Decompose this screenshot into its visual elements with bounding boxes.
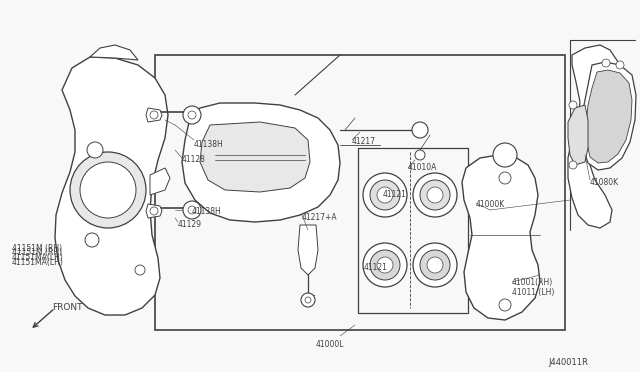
Circle shape <box>602 59 610 67</box>
Polygon shape <box>55 57 168 315</box>
Text: 41001(RH): 41001(RH) <box>512 278 553 287</box>
Text: 41011 (LH): 41011 (LH) <box>512 288 554 297</box>
Text: 41151M (RH): 41151M (RH) <box>12 244 62 253</box>
Text: 41217+A: 41217+A <box>302 213 338 222</box>
Text: 41138H: 41138H <box>192 207 221 216</box>
Circle shape <box>499 299 511 311</box>
Circle shape <box>377 187 393 203</box>
Bar <box>358 148 468 313</box>
Circle shape <box>305 297 311 303</box>
Circle shape <box>183 201 201 219</box>
Polygon shape <box>150 168 170 195</box>
Polygon shape <box>586 70 632 163</box>
Text: FRONT: FRONT <box>52 303 83 312</box>
Circle shape <box>150 111 158 119</box>
Circle shape <box>87 142 103 158</box>
Polygon shape <box>146 108 162 122</box>
Circle shape <box>363 173 407 217</box>
Text: 41217: 41217 <box>352 137 376 146</box>
Circle shape <box>412 122 428 138</box>
Text: 41000L: 41000L <box>316 340 344 349</box>
Circle shape <box>150 207 158 215</box>
Text: 41128: 41128 <box>182 155 206 164</box>
Circle shape <box>377 257 393 273</box>
Circle shape <box>413 173 457 217</box>
Circle shape <box>420 250 450 280</box>
Text: 41151M (RH): 41151M (RH) <box>12 248 62 257</box>
Polygon shape <box>568 105 588 165</box>
Polygon shape <box>182 103 340 222</box>
Circle shape <box>499 172 511 184</box>
Text: J440011R: J440011R <box>548 358 588 367</box>
Circle shape <box>363 243 407 287</box>
Circle shape <box>427 257 443 273</box>
Text: 41000K: 41000K <box>476 200 505 209</box>
Circle shape <box>415 150 425 160</box>
Circle shape <box>188 111 196 119</box>
Text: 41138H: 41138H <box>194 140 224 149</box>
Text: 41151MA(LH): 41151MA(LH) <box>12 253 64 262</box>
Polygon shape <box>582 62 636 170</box>
Text: 41080K: 41080K <box>590 178 619 187</box>
Circle shape <box>85 233 99 247</box>
Circle shape <box>70 152 146 228</box>
Circle shape <box>183 106 201 124</box>
Circle shape <box>370 250 400 280</box>
Polygon shape <box>146 204 162 218</box>
Text: 41129: 41129 <box>178 220 202 229</box>
Circle shape <box>370 180 400 210</box>
Circle shape <box>616 61 624 69</box>
Circle shape <box>413 243 457 287</box>
Polygon shape <box>90 45 138 60</box>
Circle shape <box>80 162 136 218</box>
Circle shape <box>427 187 443 203</box>
Circle shape <box>569 101 577 109</box>
Text: 41121: 41121 <box>383 190 407 199</box>
Polygon shape <box>298 225 318 275</box>
Bar <box>155 55 565 330</box>
Circle shape <box>493 143 517 167</box>
Circle shape <box>420 180 450 210</box>
Circle shape <box>135 265 145 275</box>
Polygon shape <box>200 122 310 192</box>
Text: 41010A: 41010A <box>408 163 437 172</box>
Circle shape <box>301 293 315 307</box>
Circle shape <box>569 161 577 169</box>
Polygon shape <box>462 155 540 320</box>
Circle shape <box>188 206 196 214</box>
Text: 41121: 41121 <box>364 263 388 272</box>
Text: 41151MA(LH): 41151MA(LH) <box>12 258 64 267</box>
Polygon shape <box>568 45 620 228</box>
